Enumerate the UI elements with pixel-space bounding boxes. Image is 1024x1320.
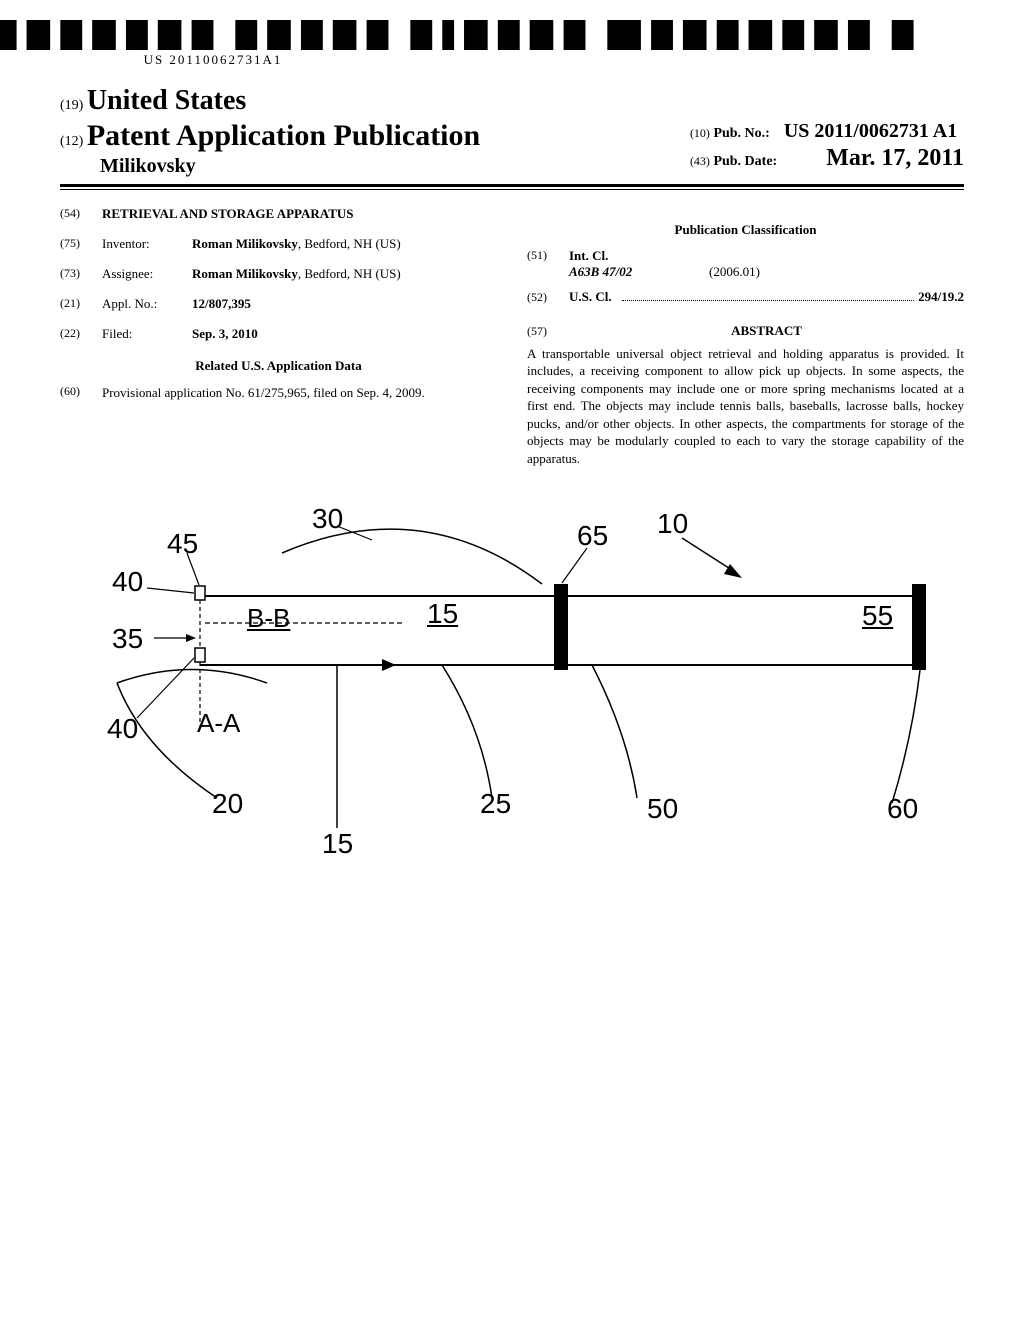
fig-arrowhead-15	[382, 659, 396, 671]
patent-header: (19) United States (12) Patent Applicati…	[60, 85, 964, 178]
bibliographic-columns: (54) RETRIEVAL AND STORAGE APPARATUS (75…	[60, 206, 964, 468]
fig-label-10: 10	[657, 508, 688, 540]
provisional-code: (60)	[60, 384, 102, 399]
uscl-code: (52)	[527, 290, 569, 305]
classification-heading: Publication Classification	[527, 222, 964, 238]
provisional-text: Provisional application No. 61/275,965, …	[102, 384, 497, 402]
divider-heavy	[60, 184, 964, 187]
fig-connector-bottom	[195, 648, 205, 662]
pub-date-label: Pub. Date:	[713, 154, 777, 169]
inventor-code: (75)	[60, 236, 102, 251]
country-code: (19)	[60, 98, 83, 113]
fig-leg-60	[892, 670, 920, 803]
intcl-code: (51)	[527, 248, 569, 264]
inventor-name: Roman Milikovsky	[192, 236, 298, 251]
fig-label-60: 60	[887, 793, 918, 825]
intcl-date: (2006.01)	[709, 264, 760, 280]
fig-label-65: 65	[577, 520, 608, 552]
inventor-location: , Bedford, NH (US)	[298, 236, 401, 251]
assignee-location: , Bedford, NH (US)	[298, 266, 401, 281]
fig-connector-top	[195, 586, 205, 600]
abstract-heading: ABSTRACT	[569, 323, 964, 339]
uscl-label: U.S. Cl.	[569, 289, 612, 305]
patent-figure: 30 45 40 35 40 A-A B-B 15 20 15 25 65 10…	[82, 508, 942, 868]
uscl-value: 294/19.2	[918, 289, 964, 305]
fig-label-40b: 40	[107, 713, 138, 745]
left-column: (54) RETRIEVAL AND STORAGE APPARATUS (75…	[60, 206, 497, 468]
fig-label-40a: 40	[112, 566, 143, 598]
fig-label-35: 35	[112, 623, 143, 655]
fig-label-55: 55	[862, 600, 893, 632]
fig-label-15b: 15	[322, 828, 353, 860]
intcl-symbol: A63B 47/02	[569, 264, 709, 280]
filed-date: Sep. 3, 2010	[192, 326, 497, 342]
pub-no-value: US 2011/0062731 A1	[784, 120, 957, 142]
fig-curve-25	[442, 665, 492, 798]
country: United States	[87, 85, 246, 116]
fig-bar-left	[554, 584, 568, 670]
fig-label-aa: A-A	[197, 708, 240, 739]
fig-arrow-35	[186, 634, 196, 642]
uscl-dotfill	[622, 288, 915, 301]
appl-code: (21)	[60, 296, 102, 311]
fig-leader-65	[562, 548, 587, 583]
fig-label-50: 50	[647, 793, 678, 825]
assignee-label: Assignee:	[102, 266, 192, 282]
pub-type: Patent Application Publication	[87, 119, 480, 152]
title-code: (54)	[60, 206, 102, 221]
fig-label-bb: B-B	[247, 603, 290, 634]
barcode-number: US 20110062731A1	[0, 52, 924, 68]
divider-thin	[60, 189, 964, 190]
intcl-label: Int. Cl.	[569, 248, 639, 264]
barcode-stripes: ▌▐▌▌█▐█▐▌▐▌▐▌▌█▐▌█▐▌▐█▐▌█▐▌█▐▌█▐▌▐▌█▐▌█▐…	[0, 20, 924, 50]
fig-label-30: 30	[312, 503, 343, 535]
abstract-code: (57)	[527, 324, 569, 339]
fig-leader-40b	[137, 658, 194, 718]
pub-date-value: Mar. 17, 2011	[826, 145, 964, 171]
barcode-block: ▌▐▌▌█▐█▐▌▐▌▐▌▌█▐▌█▐▌▐█▐▌█▐▌█▐▌█▐▌▐▌█▐▌█▐…	[0, 20, 924, 68]
fig-label-45: 45	[167, 528, 198, 560]
header-inventor-surname: Milikovsky	[60, 155, 480, 178]
pub-type-code: (12)	[60, 134, 83, 149]
related-data-heading: Related U.S. Application Data	[60, 358, 497, 374]
fig-label-20: 20	[212, 788, 243, 820]
filed-label: Filed:	[102, 326, 192, 342]
filed-code: (22)	[60, 326, 102, 341]
fig-arc-20-top	[117, 669, 267, 683]
fig-leader-10	[682, 538, 732, 570]
inventor-label: Inventor:	[102, 236, 192, 252]
fig-curve-50	[592, 665, 637, 798]
appl-label: Appl. No.:	[102, 296, 192, 312]
abstract-text: A transportable universal object retriev…	[527, 345, 964, 468]
appl-number: 12/807,395	[192, 296, 497, 312]
fig-leader-40a	[147, 588, 194, 593]
fig-label-25: 25	[480, 788, 511, 820]
pub-no-code: (10)	[690, 126, 710, 140]
assignee-code: (73)	[60, 266, 102, 281]
fig-arc-30	[282, 529, 542, 584]
invention-title: RETRIEVAL AND STORAGE APPARATUS	[102, 206, 497, 222]
pub-date-code: (43)	[690, 154, 710, 168]
fig-bar-right	[912, 584, 926, 670]
assignee-name: Roman Milikovsky	[192, 266, 298, 281]
fig-label-15a: 15	[427, 598, 458, 630]
right-column: Publication Classification (51) Int. Cl.…	[527, 206, 964, 468]
pub-no-label: Pub. No.:	[713, 126, 769, 141]
